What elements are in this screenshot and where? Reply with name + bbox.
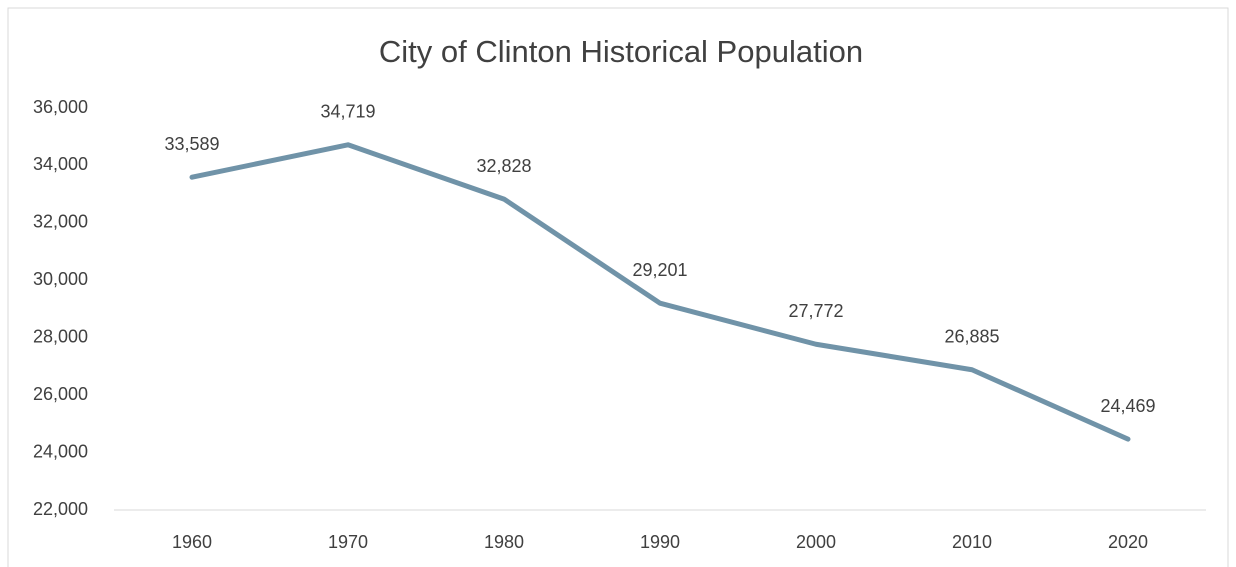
data-label: 34,719 <box>320 102 375 122</box>
data-label: 27,772 <box>788 301 843 321</box>
x-tick-label: 2000 <box>796 532 836 552</box>
data-label: 29,201 <box>632 260 687 280</box>
data-label: 24,469 <box>1100 396 1155 416</box>
x-tick-label: 2020 <box>1108 532 1148 552</box>
y-tick-label: 36,000 <box>33 97 88 117</box>
data-line <box>189 142 1131 442</box>
y-tick-label: 28,000 <box>33 326 88 346</box>
data-label: 33,589 <box>164 134 219 154</box>
chart-title: City of Clinton Historical Population <box>379 34 863 69</box>
x-tick-label: 1970 <box>328 532 368 552</box>
y-tick-label: 22,000 <box>33 499 88 519</box>
y-tick-label: 24,000 <box>33 441 88 461</box>
y-tick-label: 26,000 <box>33 384 88 404</box>
x-tick-label: 1980 <box>484 532 524 552</box>
y-tick-label: 32,000 <box>33 212 88 232</box>
x-tick-label: 2010 <box>952 532 992 552</box>
data-label: 32,828 <box>476 156 531 176</box>
data-label: 26,885 <box>944 326 999 346</box>
y-tick-label: 34,000 <box>33 154 88 174</box>
y-tick-label: 30,000 <box>33 269 88 289</box>
x-tick-label: 1990 <box>640 532 680 552</box>
chart-frame <box>7 7 1229 567</box>
x-tick-label: 1960 <box>172 532 212 552</box>
